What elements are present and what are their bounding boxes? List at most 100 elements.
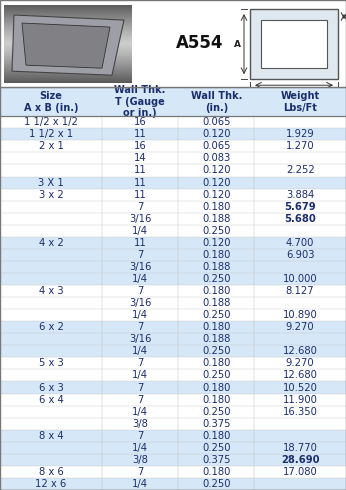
Text: A554: A554	[176, 34, 224, 52]
Bar	[0, 249, 346, 261]
Bar	[0, 213, 346, 225]
Bar	[0, 357, 346, 369]
Text: 0.120: 0.120	[202, 166, 230, 175]
Bar	[4, 55, 132, 56]
Bar	[0, 237, 346, 249]
Bar	[4, 45, 132, 46]
Text: 28.690: 28.690	[281, 455, 319, 465]
Bar	[4, 57, 132, 58]
Text: 1/4: 1/4	[132, 479, 148, 489]
Bar	[4, 56, 132, 57]
Bar	[4, 43, 132, 44]
Text: 9.270: 9.270	[286, 322, 315, 332]
Bar	[261, 20, 327, 68]
Bar	[4, 20, 132, 21]
Text: 3 X 1: 3 X 1	[38, 177, 64, 188]
Bar	[4, 34, 132, 35]
Text: 16.350: 16.350	[283, 407, 318, 416]
Bar	[0, 345, 346, 357]
Bar	[4, 59, 132, 60]
Text: 9.270: 9.270	[286, 358, 315, 368]
Bar	[4, 75, 132, 76]
Bar	[4, 17, 132, 18]
Bar	[4, 30, 132, 31]
Text: 0.250: 0.250	[202, 346, 230, 356]
Bar	[0, 128, 346, 140]
Text: 7: 7	[137, 202, 143, 212]
Bar	[0, 116, 346, 128]
Text: 3 x 2: 3 x 2	[39, 190, 63, 199]
Text: 11: 11	[134, 238, 146, 248]
Bar	[4, 61, 132, 62]
Text: 0.180: 0.180	[202, 394, 230, 405]
Bar	[4, 26, 132, 27]
Bar	[0, 87, 346, 116]
Bar	[0, 333, 346, 345]
Text: 7: 7	[137, 250, 143, 260]
Bar	[4, 13, 132, 14]
Text: 3/8: 3/8	[132, 455, 148, 465]
Text: 4 x 2: 4 x 2	[39, 238, 63, 248]
Bar	[0, 369, 346, 382]
Bar	[4, 69, 132, 70]
Text: 3/16: 3/16	[129, 262, 151, 272]
Bar	[4, 50, 132, 51]
Bar	[0, 140, 346, 152]
Polygon shape	[12, 15, 124, 75]
Bar	[4, 22, 132, 23]
Text: 1/4: 1/4	[132, 443, 148, 453]
Bar	[4, 54, 132, 55]
Bar	[4, 6, 132, 7]
Text: 11.900: 11.900	[283, 394, 318, 405]
Bar	[0, 273, 346, 285]
Text: 12 x 6: 12 x 6	[35, 479, 67, 489]
Bar	[0, 200, 346, 213]
Text: 0.180: 0.180	[202, 358, 230, 368]
Text: 3/16: 3/16	[129, 214, 151, 224]
Text: 1/4: 1/4	[132, 274, 148, 284]
Bar	[0, 152, 346, 165]
Bar	[0, 297, 346, 309]
Bar	[4, 44, 132, 45]
Bar	[4, 51, 132, 52]
Text: 0.250: 0.250	[202, 274, 230, 284]
Bar	[0, 442, 346, 454]
Text: 3/16: 3/16	[129, 334, 151, 344]
Bar	[4, 76, 132, 77]
Text: 5.679: 5.679	[284, 202, 316, 212]
Bar	[0, 430, 346, 442]
Text: Size
A x B (in.): Size A x B (in.)	[24, 91, 78, 113]
Text: 0.180: 0.180	[202, 250, 230, 260]
Text: 8.127: 8.127	[286, 286, 315, 296]
Bar	[4, 25, 132, 26]
Bar	[0, 176, 346, 189]
Text: A: A	[234, 40, 240, 49]
Polygon shape	[22, 23, 110, 68]
Bar	[4, 49, 132, 50]
Text: 8 x 4: 8 x 4	[39, 431, 63, 441]
Bar	[0, 454, 346, 466]
Text: 3.884: 3.884	[286, 190, 314, 199]
Text: 4.700: 4.700	[286, 238, 315, 248]
Text: 0.180: 0.180	[202, 322, 230, 332]
Bar	[0, 261, 346, 273]
Bar	[0, 285, 346, 297]
Bar	[4, 37, 132, 38]
Text: Wall Thk.
(in.): Wall Thk. (in.)	[191, 91, 242, 113]
Text: 0.250: 0.250	[202, 310, 230, 320]
Bar	[0, 165, 346, 176]
Bar	[0, 406, 346, 417]
Text: 17.080: 17.080	[283, 467, 318, 477]
Text: 0.120: 0.120	[202, 190, 230, 199]
Bar	[0, 466, 346, 478]
Bar	[0, 189, 346, 200]
Bar	[4, 81, 132, 82]
Text: 4 x 3: 4 x 3	[39, 286, 63, 296]
Text: 5.680: 5.680	[284, 214, 316, 224]
Text: 3/16: 3/16	[129, 298, 151, 308]
Text: 7: 7	[137, 394, 143, 405]
Text: 11: 11	[134, 177, 146, 188]
Bar	[4, 23, 132, 24]
Text: 6 x 2: 6 x 2	[39, 322, 63, 332]
Text: 0.120: 0.120	[202, 129, 230, 139]
